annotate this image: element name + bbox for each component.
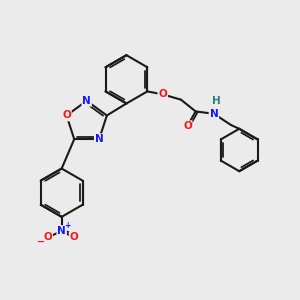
Text: O: O xyxy=(62,110,71,121)
Text: N: N xyxy=(82,96,91,106)
Text: N: N xyxy=(57,226,66,236)
Text: N: N xyxy=(209,109,218,119)
Text: O: O xyxy=(44,232,52,242)
Text: N: N xyxy=(95,134,103,144)
Text: −: − xyxy=(37,237,45,247)
Text: +: + xyxy=(64,220,71,230)
Text: O: O xyxy=(70,232,78,242)
Text: O: O xyxy=(158,89,167,99)
Text: H: H xyxy=(212,96,220,106)
Text: O: O xyxy=(183,121,192,131)
